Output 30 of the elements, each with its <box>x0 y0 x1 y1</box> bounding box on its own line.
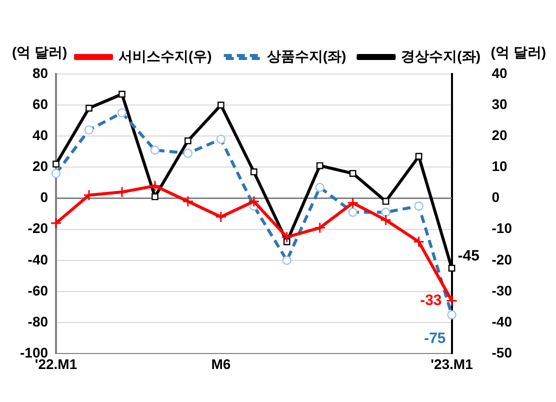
y-tick-label: -80 <box>28 313 48 330</box>
y2-tick-label: -40 <box>492 313 512 330</box>
y2-tick-label: -50 <box>492 344 512 360</box>
y2-tick-label: -30 <box>492 282 512 298</box>
y2-tick-label: 0 <box>492 189 500 206</box>
y-tick-label: 80 <box>32 64 48 81</box>
y2-tick-label: 10 <box>492 158 508 174</box>
y2-tick-label: 40 <box>492 64 508 81</box>
y2-tick-label: -10 <box>492 220 512 236</box>
data-label: -45 <box>458 247 480 264</box>
y2-axis-title: (억 달러) <box>490 44 546 62</box>
y-tick-label: -20 <box>28 220 48 236</box>
y-tick-label: -40 <box>28 251 48 268</box>
y2-tick-label: -20 <box>492 251 512 268</box>
y-axis-title: (억 달러) <box>12 44 68 62</box>
legend-label: 상품수지(좌) <box>266 48 346 64</box>
data-label: -33 <box>420 292 442 309</box>
y-tick-label: 40 <box>32 126 48 143</box>
legend-label: 경상수지(좌) <box>401 48 480 64</box>
x-tick-label: '23.M1 <box>430 356 474 372</box>
data-label: -75 <box>424 330 446 347</box>
y-tick-label: 20 <box>32 158 48 174</box>
y-tick-label: -60 <box>28 282 48 298</box>
y-tick-label: 0 <box>40 189 48 206</box>
x-tick-label: M6 <box>211 356 231 372</box>
y-tick-label: 60 <box>32 96 48 112</box>
y-tick-label: -100 <box>20 344 48 360</box>
y2-tick-label: 20 <box>492 126 508 143</box>
y2-tick-label: 30 <box>492 96 508 112</box>
legend-label: 서비스수지(우) <box>118 48 212 64</box>
